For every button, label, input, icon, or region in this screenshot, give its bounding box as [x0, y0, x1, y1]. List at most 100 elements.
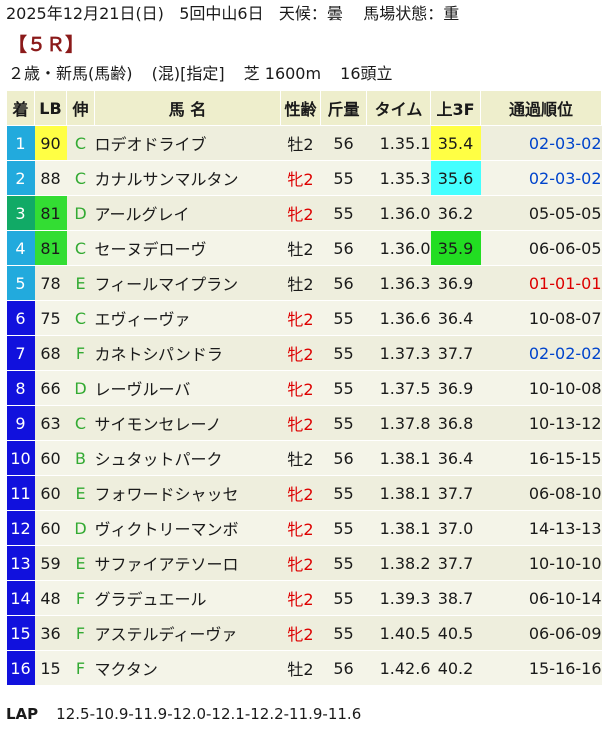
horse-name: ロデオドライブ: [94, 125, 281, 161]
table-row: 10 60 B シュタットパーク 牡2 56 1.38.1 36.4 16-15-15: [6, 440, 602, 476]
table-row: 12 60 D ヴィクトリーマンボ 牝2 55 1.38.1 37.0 14-13-13: [6, 510, 602, 546]
horse-name: セーヌデローヴ: [94, 230, 281, 266]
last-3f: 40.2: [430, 650, 481, 686]
weight-carried: 55: [320, 510, 367, 546]
sex-age: 牝2: [280, 300, 321, 336]
weight-carried: 56: [320, 650, 367, 686]
passing-order: 10-08-07: [480, 300, 602, 336]
nobi-grade: C: [66, 230, 95, 266]
passing-order: 06-10-14: [480, 580, 602, 616]
nobi-grade: F: [66, 650, 95, 686]
finish-position: 1: [6, 125, 35, 161]
table-header-row: 着 LB 伸 馬 名 性齢 斤量 タイム 上3F 通過順位: [6, 90, 602, 126]
race-meeting: 5回中山6日: [179, 4, 264, 23]
sex-age: 牝2: [280, 615, 321, 651]
nobi-grade: E: [66, 475, 95, 511]
lb-rating: 36: [34, 615, 67, 651]
weight-carried: 55: [320, 300, 367, 336]
lb-rating: 81: [34, 230, 67, 266]
passing-order: 05-05-05: [480, 195, 602, 231]
passing-order: 15-16-16: [480, 650, 602, 686]
horse-name: エヴィーヴァ: [94, 300, 281, 336]
weight-carried: 55: [320, 475, 367, 511]
horse-name: サイモンセレーノ: [94, 405, 281, 441]
finish-position: 15: [6, 615, 35, 651]
finish-position: 16: [6, 650, 35, 686]
passing-order: 01-01-01: [480, 265, 602, 301]
col-pass: 通過順位: [480, 90, 602, 126]
weight-carried: 56: [320, 125, 367, 161]
weight-carried: 55: [320, 335, 367, 371]
lap-label: LAP: [6, 705, 39, 723]
last-3f: 35.9: [430, 230, 481, 266]
passing-order: 14-13-13: [480, 510, 602, 546]
finish-position: 11: [6, 475, 35, 511]
nobi-grade: D: [66, 195, 95, 231]
nobi-grade: F: [66, 580, 95, 616]
passing-order: 02-03-02: [480, 160, 602, 196]
finish-time: 1.42.6: [366, 650, 431, 686]
table-row: 14 48 F グラデュエール 牝2 55 1.39.3 38.7 06-10-14: [6, 580, 602, 616]
race-number: 【５Ｒ】: [8, 34, 85, 56]
nobi-grade: D: [66, 370, 95, 406]
horse-name: アールグレイ: [94, 195, 281, 231]
horse-name: シュタットパーク: [94, 440, 281, 476]
weight-carried: 56: [320, 230, 367, 266]
col-kin: 斤量: [320, 90, 367, 126]
horse-name: カネトシパンドラ: [94, 335, 281, 371]
nobi-grade: E: [66, 265, 95, 301]
col-nobi: 伸: [66, 90, 95, 126]
sex-age: 牝2: [280, 160, 321, 196]
race-restriction: (混)[指定]: [151, 64, 225, 83]
lb-rating: 78: [34, 265, 67, 301]
track-condition: 馬場状態：重: [363, 4, 460, 23]
lb-rating: 15: [34, 650, 67, 686]
horse-name: サファイアテソーロ: [94, 545, 281, 581]
table-row: 7 68 F カネトシパンドラ 牝2 55 1.37.3 37.7 02-02-02: [6, 335, 602, 371]
table-row: 3 81 D アールグレイ 牝2 55 1.36.0 36.2 05-05-05: [6, 195, 602, 231]
weather: 天候：曇: [278, 4, 343, 23]
table-row: 11 60 E フォワードシャッセ 牝2 55 1.38.1 37.7 06-08-10: [6, 475, 602, 511]
weight-carried: 55: [320, 615, 367, 651]
finish-position: 10: [6, 440, 35, 476]
finish-time: 1.37.5: [366, 370, 431, 406]
sex-age: 牡2: [280, 125, 321, 161]
sex-age: 牝2: [280, 545, 321, 581]
nobi-grade: C: [66, 405, 95, 441]
passing-order: 10-10-08: [480, 370, 602, 406]
weight-carried: 56: [320, 265, 367, 301]
sex-age: 牝2: [280, 195, 321, 231]
lb-rating: 59: [34, 545, 67, 581]
passing-order: 10-10-10: [480, 545, 602, 581]
finish-time: 1.39.3: [366, 580, 431, 616]
table-row: 5 78 E フィールマイプラン 牡2 56 1.36.3 36.9 01-01-01: [6, 265, 602, 301]
lb-rating: 68: [34, 335, 67, 371]
finish-position: 13: [6, 545, 35, 581]
horse-name: レーヴルーバ: [94, 370, 281, 406]
table-row: 1 90 C ロデオドライブ 牡2 56 1.35.1 35.4 02-03-02: [6, 125, 602, 161]
last-3f: 40.5: [430, 615, 481, 651]
last-3f: 35.4: [430, 125, 481, 161]
last-3f: 36.9: [430, 370, 481, 406]
passing-order: 06-06-09: [480, 615, 602, 651]
finish-position: 9: [6, 405, 35, 441]
sex-age: 牡2: [280, 265, 321, 301]
finish-time: 1.38.1: [366, 510, 431, 546]
finish-time: 1.38.2: [366, 545, 431, 581]
sex-age: 牝2: [280, 510, 321, 546]
weight-carried: 55: [320, 195, 367, 231]
finish-time: 1.35.3: [366, 160, 431, 196]
lb-rating: 60: [34, 440, 67, 476]
weight-carried: 55: [320, 405, 367, 441]
finish-position: 4: [6, 230, 35, 266]
col-name: 馬 名: [94, 90, 281, 126]
lap-values: 12.5-10.9-11.9-12.0-12.1-12.2-11.9-11.6: [56, 705, 362, 723]
finish-time: 1.36.0: [366, 230, 431, 266]
table-row: 4 81 C セーヌデローヴ 牡2 56 1.36.0 35.9 06-06-05: [6, 230, 602, 266]
passing-order: 06-08-10: [480, 475, 602, 511]
table-row: 13 59 E サファイアテソーロ 牝2 55 1.38.2 37.7 10-10-10: [6, 545, 602, 581]
race-class: ２歳・新馬(馬齢): [8, 64, 133, 83]
sex-age: 牝2: [280, 370, 321, 406]
nobi-grade: D: [66, 510, 95, 546]
weight-carried: 55: [320, 580, 367, 616]
